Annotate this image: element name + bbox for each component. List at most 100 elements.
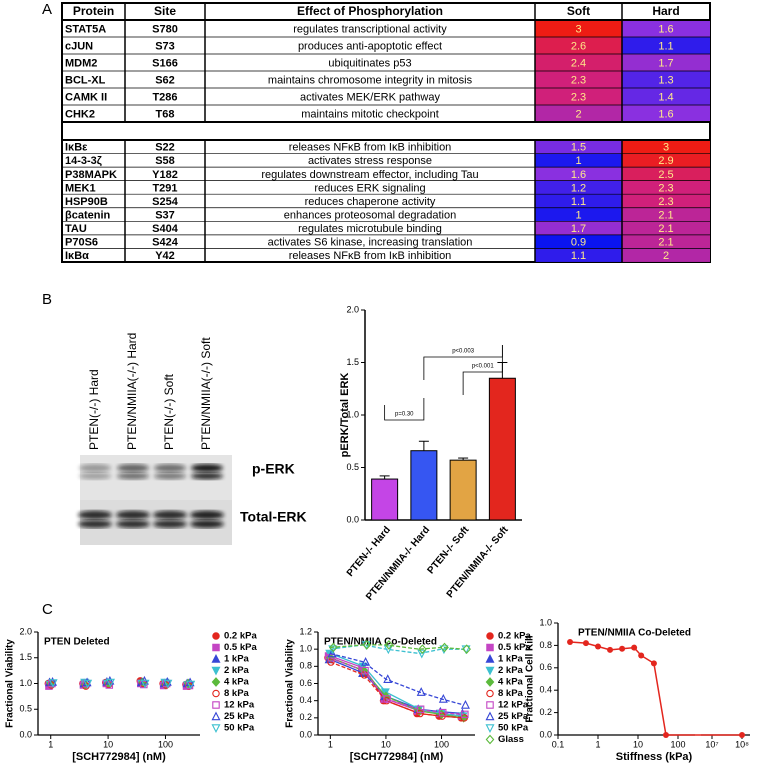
cell-value: 2.1 <box>658 237 673 249</box>
x-tick-label: 10 <box>381 739 391 749</box>
heat-cell <box>535 248 622 262</box>
point <box>485 677 495 687</box>
point <box>140 680 148 689</box>
cell-text: 14-3-3ζ <box>65 155 102 167</box>
legend-label: 50 kPa <box>224 723 255 734</box>
cell-value: 2.5 <box>658 169 673 181</box>
point <box>438 708 447 717</box>
heat-cell <box>535 180 622 195</box>
table-header: Site <box>154 4 176 18</box>
point <box>383 695 391 703</box>
y-tick-label: 0.4 <box>539 685 552 695</box>
legend-label: 25 kPa <box>224 711 255 722</box>
cell-value: 1.1 <box>571 196 586 208</box>
cell-value: 2.3 <box>571 74 586 86</box>
line <box>569 641 742 736</box>
point <box>485 711 495 721</box>
x-tick-label: 100 <box>670 739 685 749</box>
point <box>418 644 427 654</box>
point <box>440 642 449 653</box>
bar <box>371 478 399 521</box>
legend-label: 25 kPa <box>498 711 529 722</box>
heat-cell <box>535 20 622 37</box>
bar <box>449 459 477 521</box>
x-axis-label: [SCH772984] (nM) <box>72 751 166 763</box>
heat-cell <box>622 234 710 249</box>
y-tick-label: 0.2 <box>299 712 312 722</box>
x-tick-label: 1 <box>595 739 600 749</box>
band <box>154 472 186 480</box>
panel-label: C <box>42 601 53 618</box>
x-tick-label: 10⁸ <box>735 739 749 749</box>
heat-cell <box>535 207 622 222</box>
heat-cell <box>622 194 710 208</box>
y-axis-label: pERK/Total ERK <box>339 373 351 458</box>
fit-curve <box>330 658 464 715</box>
heat-cell <box>535 140 622 154</box>
table-header: Protein <box>73 4 114 18</box>
band <box>191 464 223 472</box>
point <box>383 645 393 655</box>
x-tick-label: 10⁷ <box>705 739 718 749</box>
heat-cell <box>535 194 622 208</box>
y-tick-label: 1.5 <box>346 357 359 367</box>
heat-cell <box>535 88 622 105</box>
point <box>619 645 626 652</box>
cell-value: 2.1 <box>658 223 673 235</box>
y-tick-label: 0.5 <box>19 704 32 714</box>
heat-cell <box>622 37 710 54</box>
cell-text: T68 <box>156 108 175 120</box>
fit-curve <box>330 657 464 719</box>
cell-text: reduces ERK signaling <box>314 182 425 194</box>
y-tick-label: 0.4 <box>299 695 312 705</box>
legend-label: 2 kPa <box>224 665 250 676</box>
point <box>485 653 495 663</box>
band <box>116 510 150 520</box>
band <box>154 464 186 472</box>
y-axis-label: Fractional Viability <box>5 639 16 728</box>
cell-text: S780 <box>152 23 178 35</box>
heat-cell <box>535 37 622 54</box>
cell-value: 1.1 <box>658 40 673 52</box>
band <box>190 520 224 528</box>
cell-text: regulates transcriptional activity <box>293 23 447 35</box>
cell-value: 2.1 <box>658 209 673 221</box>
bracket <box>384 398 425 421</box>
point <box>327 658 335 666</box>
heat-cell <box>535 167 622 181</box>
point <box>211 653 221 663</box>
point <box>739 732 745 738</box>
cell-value: 2.4 <box>571 57 586 69</box>
cell-value: 1.5 <box>571 142 586 154</box>
x-tick-label: 100 <box>158 739 173 749</box>
x-axis-label: [SCH772984] (nM) <box>350 751 444 763</box>
point <box>140 679 150 689</box>
cell-text: TAU <box>65 223 87 235</box>
cell-text: CAMK II <box>65 91 107 103</box>
heat-cell <box>622 167 710 181</box>
cell-text: T286 <box>152 91 177 103</box>
cell-text: IκBα <box>65 250 89 262</box>
band <box>190 510 224 520</box>
cell-text: STAT5A <box>65 23 106 35</box>
point <box>211 677 221 687</box>
table-header: Effect of Phosphorylation <box>297 4 443 18</box>
point <box>486 689 494 698</box>
cell-value: 1.6 <box>571 169 586 181</box>
cell-text: Y42 <box>155 250 175 262</box>
cell-text: βcatenin <box>65 209 111 221</box>
lane-label: PTEN/NMIIA(-/-) Hard <box>125 333 139 450</box>
bar <box>410 450 438 521</box>
cell-value: 2.3 <box>571 91 586 103</box>
cell-text: S166 <box>152 57 178 69</box>
fit-curve <box>330 644 464 655</box>
band <box>116 520 150 528</box>
cell-text: BCL-XL <box>65 74 106 86</box>
band <box>78 520 112 528</box>
cell-text: regulates microtubule binding <box>298 223 442 235</box>
point <box>416 687 426 696</box>
point <box>212 632 220 640</box>
heat-cell <box>535 71 622 88</box>
cell-text: S254 <box>152 196 179 208</box>
heat-cell <box>622 221 710 235</box>
